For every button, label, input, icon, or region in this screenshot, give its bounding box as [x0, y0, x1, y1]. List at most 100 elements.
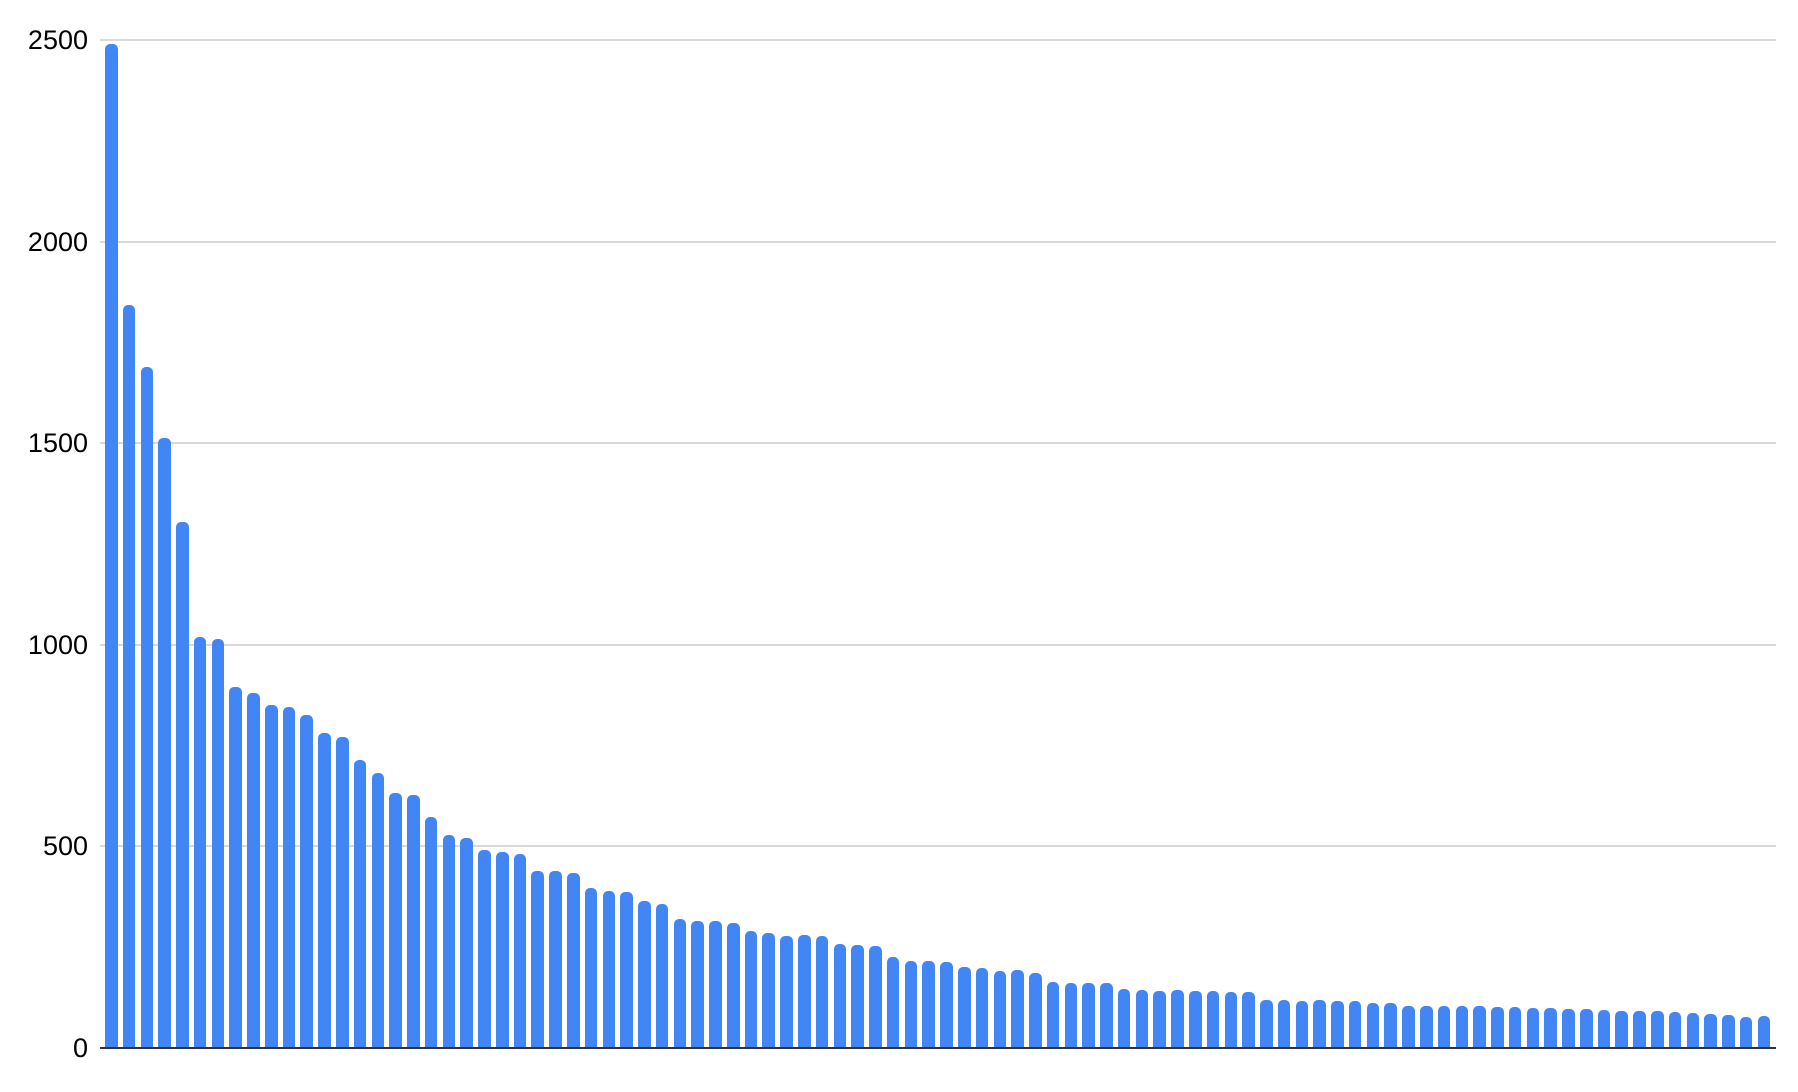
bar — [922, 961, 935, 1048]
bar — [460, 837, 473, 1048]
bar — [389, 792, 402, 1048]
bar — [371, 773, 385, 1048]
bar — [638, 900, 651, 1048]
bar — [442, 835, 456, 1048]
bar — [815, 936, 829, 1048]
bar — [869, 945, 882, 1048]
bar — [957, 966, 971, 1048]
bar — [1402, 1005, 1415, 1048]
bar — [1046, 982, 1060, 1048]
bar — [1064, 982, 1078, 1048]
bar — [122, 304, 136, 1048]
bar — [300, 714, 314, 1048]
bar — [1082, 982, 1095, 1048]
bar — [691, 921, 704, 1048]
y-tick-label: 1500 — [27, 428, 88, 459]
bar — [620, 891, 633, 1048]
bar — [247, 692, 260, 1048]
bar — [336, 737, 349, 1048]
bar — [762, 933, 776, 1048]
bar — [1153, 990, 1167, 1048]
bar — [744, 930, 758, 1048]
bar — [318, 733, 331, 1048]
bar — [1722, 1014, 1735, 1048]
gridline — [100, 845, 1776, 848]
y-tick-label: 0 — [72, 1033, 88, 1063]
bar — [158, 437, 171, 1048]
bar — [1526, 1007, 1540, 1048]
bar — [1686, 1012, 1700, 1048]
bar — [1206, 991, 1220, 1048]
bar — [1348, 1001, 1362, 1048]
bar — [1650, 1011, 1664, 1048]
y-tick-label: 2500 — [27, 25, 88, 55]
bar — [940, 961, 953, 1048]
bar — [531, 871, 545, 1048]
bar — [353, 760, 367, 1048]
bar — [1491, 1006, 1504, 1048]
plot-area — [100, 39, 1776, 1049]
bar — [1100, 982, 1113, 1048]
bar — [798, 934, 811, 1048]
bar — [1331, 1000, 1344, 1048]
bar — [655, 904, 669, 1048]
bar — [264, 704, 278, 1048]
y-tick-label: 2000 — [27, 226, 88, 257]
bar — [1544, 1008, 1557, 1048]
bar — [673, 918, 687, 1048]
bar — [993, 970, 1007, 1048]
bar — [1224, 991, 1238, 1048]
bar — [1313, 1000, 1326, 1048]
bar — [1579, 1008, 1593, 1048]
bar — [282, 706, 296, 1048]
bar — [1704, 1013, 1717, 1048]
bar — [904, 960, 918, 1048]
bar — [1633, 1010, 1646, 1048]
bar — [549, 871, 562, 1048]
bar — [780, 935, 793, 1048]
bar — [833, 943, 847, 1048]
bar — [975, 968, 989, 1048]
bar — [478, 849, 491, 1048]
y-tick-label: 1000 — [27, 629, 88, 660]
bar — [602, 891, 616, 1048]
y-tick-label: 500 — [42, 831, 88, 862]
bar — [584, 888, 598, 1048]
bar — [1739, 1016, 1753, 1048]
x-axis-line — [100, 1047, 1776, 1049]
bar — [567, 872, 580, 1048]
bar — [1562, 1008, 1575, 1048]
bar — [709, 921, 722, 1048]
bar — [1011, 970, 1024, 1048]
gridline — [100, 240, 1776, 243]
bar — [1171, 990, 1184, 1048]
bar — [1029, 972, 1042, 1048]
bar — [1437, 1006, 1451, 1048]
bar — [211, 639, 225, 1048]
bar — [513, 854, 527, 1048]
bar — [1260, 999, 1273, 1048]
gridline — [100, 643, 1776, 646]
bar — [193, 636, 207, 1048]
bar — [1597, 1009, 1611, 1048]
bar — [1188, 990, 1202, 1048]
bar — [851, 945, 864, 1048]
bar — [105, 44, 118, 1048]
bar — [1295, 1000, 1309, 1048]
bar — [726, 923, 740, 1048]
gridline — [100, 442, 1776, 445]
bar — [1473, 1006, 1486, 1048]
bar — [1117, 989, 1131, 1048]
bar — [495, 852, 509, 1048]
bar — [1668, 1012, 1682, 1048]
bar — [1384, 1002, 1398, 1048]
bar — [140, 367, 154, 1048]
bar — [1615, 1010, 1629, 1048]
bar — [1757, 1015, 1771, 1048]
bar — [407, 795, 420, 1048]
bar — [424, 817, 438, 1048]
bar — [1508, 1007, 1522, 1048]
bar — [229, 686, 242, 1048]
bar — [176, 521, 189, 1048]
